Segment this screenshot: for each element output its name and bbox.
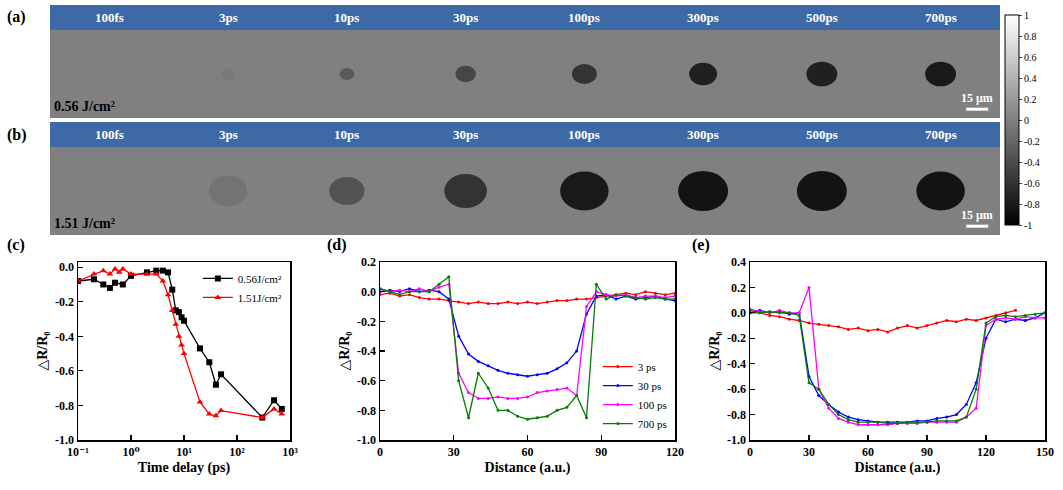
svg-text:-0.2: -0.2 [55, 295, 74, 309]
svg-text:0.2: 0.2 [361, 255, 376, 269]
svg-text:0: 0 [1024, 115, 1029, 126]
svg-text:-1.0: -1.0 [55, 433, 74, 447]
svg-text:100ps: 100ps [568, 127, 600, 142]
svg-text:15 μm: 15 μm [961, 208, 993, 222]
svg-text:-1.0: -1.0 [727, 433, 746, 447]
svg-text:-0.6: -0.6 [357, 374, 376, 388]
svg-text:1.51J/cm²: 1.51J/cm² [238, 292, 282, 304]
svg-text:0.4: 0.4 [731, 255, 746, 269]
svg-text:-0.4: -0.4 [55, 330, 74, 344]
svg-text:120: 120 [666, 445, 684, 459]
svg-text:500ps: 500ps [806, 10, 838, 25]
svg-text:0.56J/cm²: 0.56J/cm² [238, 273, 282, 285]
svg-text:-0.8: -0.8 [357, 404, 376, 418]
svg-text:100fs: 100fs [95, 127, 124, 142]
svg-text:(b): (b) [7, 126, 27, 144]
svg-text:700ps: 700ps [925, 10, 957, 25]
svg-text:300ps: 300ps [687, 127, 719, 142]
svg-text:30 ps: 30 ps [638, 380, 662, 392]
svg-text:3ps: 3ps [219, 127, 238, 142]
svg-text:-0.8: -0.8 [1024, 199, 1040, 210]
svg-text:0.2: 0.2 [731, 281, 746, 295]
svg-text:30: 30 [448, 445, 460, 459]
svg-text:△R/R₀: △R/R₀ [707, 331, 722, 370]
svg-text:-0.4: -0.4 [727, 357, 746, 371]
svg-text:150: 150 [1036, 445, 1054, 459]
svg-text:-1: -1 [1024, 220, 1032, 231]
svg-text:-0.8: -0.8 [55, 399, 74, 413]
svg-text:-0.4: -0.4 [1024, 157, 1040, 168]
svg-text:1: 1 [1024, 10, 1029, 21]
svg-text:0: 0 [377, 445, 383, 459]
svg-text:Distance (a.u.): Distance (a.u.) [855, 460, 941, 476]
svg-text:0.0: 0.0 [731, 306, 746, 320]
svg-text:700ps: 700ps [925, 127, 957, 142]
svg-text:30ps: 30ps [453, 10, 478, 25]
svg-text:3 ps: 3 ps [638, 361, 656, 373]
svg-text:90: 90 [595, 445, 607, 459]
svg-text:60: 60 [862, 445, 874, 459]
svg-text:0.2: 0.2 [1024, 94, 1037, 105]
svg-text:10ps: 10ps [334, 127, 359, 142]
svg-text:300ps: 300ps [687, 10, 719, 25]
svg-text:10⁰: 10⁰ [122, 445, 139, 459]
svg-text:-0.2: -0.2 [357, 315, 376, 329]
svg-text:(a): (a) [7, 8, 26, 26]
svg-text:(e): (e) [692, 236, 710, 254]
svg-text:△R/R₀: △R/R₀ [337, 331, 352, 370]
svg-text:0.4: 0.4 [1024, 73, 1037, 84]
svg-text:-1.0: -1.0 [357, 433, 376, 447]
svg-text:500ps: 500ps [806, 127, 838, 142]
svg-text:(c): (c) [7, 236, 25, 254]
svg-text:0.0: 0.0 [361, 285, 376, 299]
svg-text:30: 30 [803, 445, 815, 459]
svg-text:700 ps: 700 ps [638, 418, 667, 430]
svg-text:Time delay (ps): Time delay (ps) [138, 460, 231, 476]
svg-text:100fs: 100fs [95, 10, 124, 25]
svg-text:1.51 J/cm²: 1.51 J/cm² [54, 216, 115, 231]
svg-text:(d): (d) [327, 236, 347, 254]
svg-text:-0.4: -0.4 [357, 344, 376, 358]
svg-text:30ps: 30ps [453, 127, 478, 142]
svg-text:0.6: 0.6 [1024, 52, 1037, 63]
svg-text:3ps: 3ps [219, 10, 238, 25]
svg-text:-0.6: -0.6 [727, 382, 746, 396]
svg-text:60: 60 [522, 445, 534, 459]
svg-text:10²: 10² [229, 445, 245, 459]
svg-text:15 μm: 15 μm [961, 91, 993, 105]
svg-text:10ps: 10ps [334, 10, 359, 25]
svg-text:-0.8: -0.8 [727, 408, 746, 422]
svg-text:-0.6: -0.6 [55, 364, 74, 378]
svg-text:0: 0 [747, 445, 753, 459]
svg-text:100ps: 100ps [568, 10, 600, 25]
svg-text:10⁻¹: 10⁻¹ [67, 445, 89, 459]
svg-text:0.8: 0.8 [1024, 31, 1037, 42]
svg-text:90: 90 [921, 445, 933, 459]
svg-text:0.56 J/cm²: 0.56 J/cm² [54, 99, 115, 114]
svg-text:0.0: 0.0 [59, 260, 74, 274]
svg-text:-0.2: -0.2 [1024, 136, 1040, 147]
svg-text:Distance (a.u.): Distance (a.u.) [485, 460, 571, 476]
svg-text:10³: 10³ [282, 445, 298, 459]
svg-text:-0.6: -0.6 [1024, 178, 1040, 189]
svg-text:10¹: 10¹ [176, 445, 192, 459]
svg-text:120: 120 [977, 445, 995, 459]
svg-text:△R/R₀: △R/R₀ [35, 331, 50, 370]
svg-text:100 ps: 100 ps [638, 399, 667, 411]
svg-text:-0.2: -0.2 [727, 331, 746, 345]
